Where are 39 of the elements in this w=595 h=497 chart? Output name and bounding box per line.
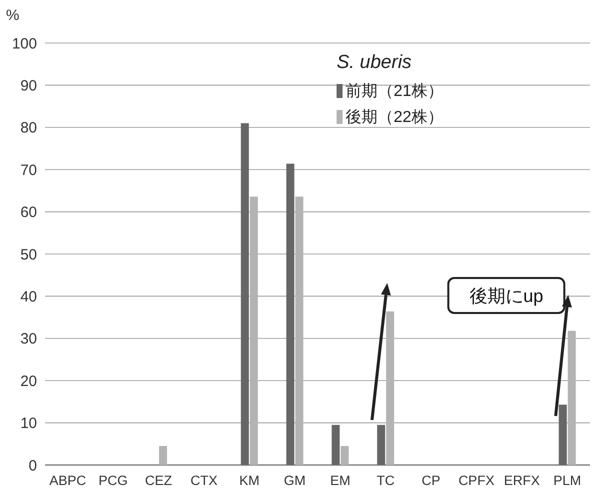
x-tick-label: CEZ bbox=[145, 473, 172, 488]
bar bbox=[558, 404, 567, 465]
x-tick-label: CTX bbox=[190, 473, 218, 488]
y-tick-label: 70 bbox=[20, 162, 37, 179]
x-tick-label: ERFX bbox=[504, 473, 540, 488]
y-tick-label: 90 bbox=[20, 77, 37, 94]
bar bbox=[295, 196, 304, 465]
legend-label: 前期（21株） bbox=[346, 82, 444, 100]
y-tick-label: 30 bbox=[20, 330, 37, 348]
y-tick-label: 10 bbox=[20, 415, 37, 432]
y-tick-label: 100 bbox=[12, 35, 37, 52]
y-axis-title: % bbox=[6, 7, 20, 24]
y-tick-label: 20 bbox=[20, 372, 37, 390]
bar bbox=[240, 123, 249, 465]
legend-label: 後期（22株） bbox=[346, 108, 444, 126]
y-tick-label: 40 bbox=[20, 288, 37, 306]
x-tick-label: TC bbox=[376, 473, 395, 488]
bar bbox=[286, 164, 294, 465]
bar bbox=[386, 311, 394, 465]
x-tick-label: CP bbox=[422, 473, 440, 488]
bar bbox=[377, 424, 386, 465]
bar bbox=[568, 330, 576, 465]
bar bbox=[250, 196, 258, 465]
bar bbox=[159, 446, 168, 465]
x-tick-label: GM bbox=[284, 473, 306, 488]
x-tick-label: PLM bbox=[553, 473, 582, 488]
x-tick-label: ABPC bbox=[49, 473, 86, 488]
bar bbox=[332, 424, 340, 465]
y-tick-label: 60 bbox=[20, 204, 37, 222]
y-tick-label: 80 bbox=[20, 120, 37, 137]
x-tick-label: EM bbox=[330, 473, 350, 488]
bar bbox=[340, 446, 349, 465]
x-tick-label: CPFX bbox=[458, 473, 494, 488]
annotation: 後期にup bbox=[469, 286, 544, 306]
x-tick-label: KM bbox=[239, 473, 260, 488]
y-tick-label: 50 bbox=[20, 246, 37, 264]
legend-title: S. uberis bbox=[336, 52, 412, 73]
y-tick-label: 0 bbox=[28, 457, 37, 474]
x-tick-label: PCG bbox=[98, 473, 128, 488]
